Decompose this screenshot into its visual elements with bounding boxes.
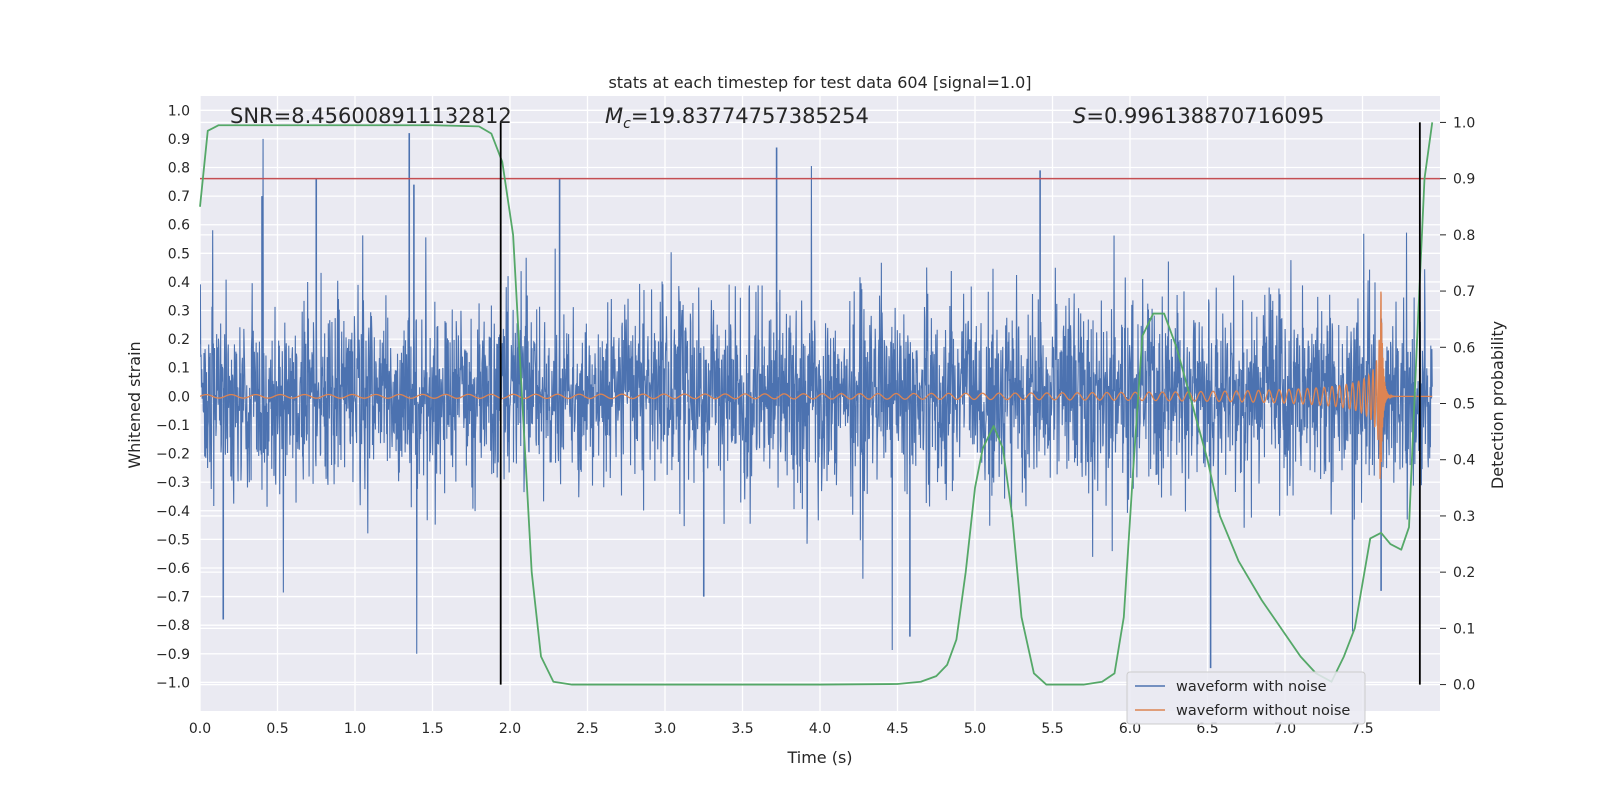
annotation-score: S=0.996138870716095 — [1073, 104, 1324, 128]
y-tick-label: 0.9 — [168, 132, 190, 148]
legend-box — [1126, 671, 1366, 725]
annotation-snr: SNR=8.456008911132812 — [230, 104, 512, 128]
x-tick-label: 2.5 — [576, 721, 598, 737]
x-axis-label: Time (s) — [786, 748, 852, 767]
y2-tick-label: 0.8 — [1453, 228, 1475, 244]
x-tick-label: 4.5 — [886, 721, 908, 737]
y-tick-label: −0.7 — [156, 590, 190, 606]
legend-label-clean: waveform without noise — [1176, 703, 1350, 719]
x-tick-label: 5.5 — [1041, 721, 1063, 737]
x-tick-label: 7.0 — [1274, 721, 1296, 737]
y-tick-label: 0.1 — [168, 361, 190, 377]
x-tick-label: 1.0 — [344, 721, 366, 737]
series-waveform-with-noise — [200, 133, 1433, 669]
y2-tick-label: 0.0 — [1453, 678, 1475, 694]
annotation-s-value: =0.996138870716095 — [1086, 104, 1324, 128]
legend-label-noise: waveform with noise — [1176, 679, 1327, 695]
axes: 0.0 0.5 1.0 1.5 2.0 2.5 3.0 3.5 4.0 4.5 5.0 5.5 6.0 6… — [156, 103, 1475, 737]
y-tick-label: −1.0 — [156, 675, 190, 691]
x-tick-label: 3.0 — [654, 721, 676, 737]
x-tick-label: 1.5 — [421, 721, 443, 737]
y-tick-label: −0.9 — [156, 647, 190, 663]
y-tick-label: 0.5 — [168, 246, 190, 262]
x-tick-label: 6.0 — [1119, 721, 1141, 737]
y-tick-label: 1.0 — [168, 103, 190, 119]
annotation-chirp-mass: Mc=19.83774757385254 — [605, 104, 869, 132]
y2-tick-label: 0.6 — [1453, 340, 1475, 356]
y-tick-label: 0.6 — [168, 218, 190, 234]
x-tick-label: 5.0 — [964, 721, 986, 737]
series-detection-probability — [199, 122, 1434, 686]
x-tick-label: 7.5 — [1351, 721, 1373, 737]
chart-title: stats at each timestep for test data 604… — [608, 73, 1031, 92]
y-tick-label: −0.8 — [156, 618, 190, 634]
y-tick-label: −0.4 — [156, 504, 190, 520]
y-tick-label: −0.6 — [156, 561, 190, 577]
x-tick-label: 2.0 — [499, 721, 521, 737]
annotation-s-symbol: S — [1073, 104, 1086, 128]
y2-tick-label: 0.1 — [1453, 621, 1475, 637]
y-tick-label: 0.7 — [168, 189, 190, 205]
x-tick-label: 3.5 — [731, 721, 753, 737]
annotation-mc-symbol: M — [605, 104, 623, 128]
vertical-markers — [499, 122, 1421, 685]
y-tick-label: 0.0 — [168, 389, 190, 405]
x-tick-label: 4.0 — [809, 721, 831, 737]
y-tick-label: −0.3 — [156, 475, 190, 491]
x-tick-label: 0.0 — [189, 721, 211, 737]
y-tick-label: 0.2 — [168, 332, 190, 348]
y2-tick-label: 0.4 — [1453, 453, 1475, 469]
y2-tick-label: 0.7 — [1453, 284, 1475, 300]
chirp-trace — [200, 291, 1433, 479]
y2-tick-label: 0.9 — [1453, 172, 1475, 188]
y2-tick-label: 1.0 — [1453, 115, 1475, 131]
y2-tick-label: 0.5 — [1453, 397, 1475, 413]
series-waveform-without-noise — [200, 291, 1433, 479]
y-tick-label: −0.1 — [156, 418, 190, 434]
x-tick-label: 6.5 — [1196, 721, 1218, 737]
y-tick-label: −0.5 — [156, 532, 190, 548]
y2-tick-label: 0.3 — [1453, 509, 1475, 525]
y2-axis-label: Detection probability — [1488, 321, 1507, 489]
noise-trace — [200, 138, 1433, 654]
y-tick-label: −0.2 — [156, 447, 190, 463]
annotation-mc-subscript: c — [623, 116, 631, 132]
annotation-mc-value: =19.83774757385254 — [631, 104, 869, 128]
y2-tick-label: 0.2 — [1453, 565, 1475, 581]
y-tick-label: 0.8 — [168, 161, 190, 177]
y-axis-label: Whitened strain — [125, 341, 144, 468]
probability-trace — [199, 122, 1434, 686]
legend: waveform with noise waveform without noi… — [1126, 671, 1366, 725]
y-tick-label: 0.3 — [168, 304, 190, 320]
y-tick-label: 0.4 — [168, 275, 190, 291]
x-tick-label: 0.5 — [266, 721, 288, 737]
